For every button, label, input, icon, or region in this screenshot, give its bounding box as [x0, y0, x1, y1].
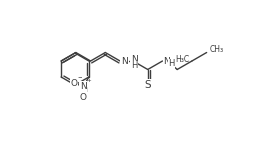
Text: +: +: [87, 78, 92, 83]
Text: O: O: [80, 93, 87, 102]
Text: H: H: [169, 60, 175, 69]
Text: −: −: [78, 75, 82, 80]
Text: N: N: [131, 55, 137, 64]
Text: CH₃: CH₃: [210, 45, 224, 54]
Text: H: H: [131, 62, 137, 71]
Text: S: S: [144, 80, 151, 90]
Text: N: N: [80, 82, 87, 91]
Text: N: N: [121, 57, 128, 65]
Text: N: N: [164, 57, 170, 65]
Text: H₃C: H₃C: [175, 54, 189, 63]
Text: O: O: [71, 79, 78, 88]
